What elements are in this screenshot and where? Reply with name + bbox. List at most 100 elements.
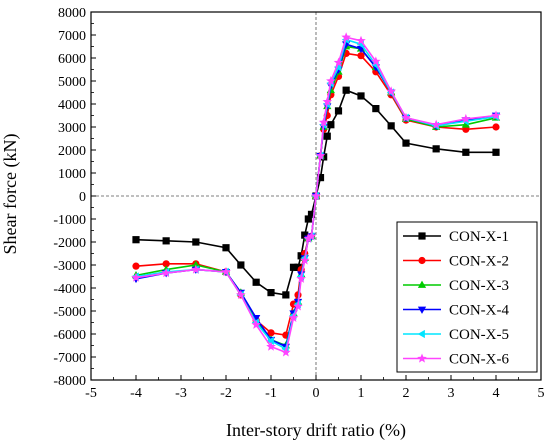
legend-swatch-marker (417, 329, 425, 339)
data-point (301, 231, 309, 239)
series-line-CON-X-1 (135, 89, 496, 296)
series-CON-X-6 (131, 32, 501, 357)
legend-item-CON-X-5: CON-X-5 (403, 327, 509, 343)
y-tick-label: 6000 (58, 52, 86, 67)
y-tick-label: 4000 (58, 98, 86, 113)
data-point (299, 255, 310, 265)
data-point (252, 315, 261, 323)
x-tick-label: 5 (538, 386, 545, 401)
y-tick-label: 7000 (58, 29, 86, 44)
x-tick-label: 4 (493, 386, 500, 401)
x-tick-label: 2 (403, 386, 410, 401)
y-tick-label: -2000 (53, 236, 86, 251)
data-point (491, 110, 501, 120)
legend-label: CON-X-4 (449, 303, 509, 319)
data-point (267, 289, 275, 297)
data-point (386, 86, 396, 96)
data-point (191, 264, 201, 274)
data-point (492, 123, 500, 131)
data-point (307, 210, 316, 218)
y-tick-label: -8000 (53, 374, 86, 389)
legend-label: CON-X-2 (449, 254, 509, 270)
y-tick-label: -4000 (53, 282, 86, 297)
series-line-CON-X-6 (135, 36, 497, 354)
data-point (462, 148, 470, 156)
x-tick-label: 3 (448, 386, 455, 401)
data-point (267, 329, 275, 337)
data-point (326, 75, 336, 86)
data-point (296, 273, 306, 283)
data-point (431, 119, 441, 129)
y-tick-label: -6000 (53, 328, 86, 343)
data-point (294, 263, 302, 271)
legend-label: CON-X-1 (449, 229, 509, 245)
y-tick-label: 5000 (58, 75, 86, 90)
legend: CON-X-1 CON-X-2 CON-X-3 CON-X-4 CON-X-5 CON-X… (396, 221, 538, 373)
legend-label: CON-X-5 (449, 327, 509, 343)
data-point (316, 174, 325, 182)
legend-swatch-marker (417, 306, 427, 314)
data-point (342, 86, 350, 94)
data-point (281, 347, 291, 357)
data-point (323, 132, 331, 140)
x-axis-title: Inter-story drift ratio (%) (226, 420, 406, 441)
data-point (161, 268, 171, 278)
y-tick-label: -3000 (53, 259, 86, 274)
data-point (162, 237, 170, 245)
data-point (132, 236, 140, 244)
y-tick-label: 0 (79, 190, 86, 205)
data-point (334, 107, 343, 115)
data-point (402, 139, 410, 147)
data-point (303, 233, 314, 243)
data-point (311, 190, 321, 201)
data-point (237, 261, 245, 269)
data-point (192, 238, 200, 246)
legend-label: CON-X-6 (449, 352, 509, 368)
data-point (222, 244, 230, 252)
data-point (293, 301, 303, 311)
data-point (162, 260, 170, 268)
y-tick-label: -7000 (53, 351, 86, 366)
legend-box (396, 221, 538, 373)
data-point (131, 272, 141, 282)
data-point (401, 112, 411, 122)
data-point (357, 92, 365, 100)
data-point (288, 312, 299, 322)
data-point (432, 145, 440, 153)
legend-item-CON-X-6: CON-X-6 (403, 352, 509, 368)
data-point (327, 121, 335, 129)
data-point (266, 341, 276, 351)
data-point (221, 266, 231, 276)
series-CON-X-1 (132, 86, 500, 299)
data-point (236, 289, 246, 299)
x-tick-label: 0 (313, 386, 320, 401)
y-tick-label: 2000 (58, 144, 86, 159)
data-point (252, 278, 260, 286)
y-axis-title: Shear force (kN) (0, 134, 21, 255)
y-tick-label: 1000 (58, 167, 86, 182)
x-tick-label: -4 (130, 386, 142, 401)
data-point (318, 117, 329, 127)
data-point (266, 336, 274, 346)
y-tick-label: 3000 (58, 121, 86, 136)
legend-swatch-marker (417, 353, 427, 363)
data-point (306, 231, 317, 241)
data-point (492, 148, 500, 156)
data-point (387, 122, 395, 130)
data-point (289, 263, 298, 271)
x-tick-label: -2 (220, 386, 232, 401)
legend-item-CON-X-4: CON-X-4 (403, 303, 509, 319)
data-point (357, 52, 365, 60)
data-point (372, 105, 380, 113)
data-point (333, 57, 344, 67)
legend-swatch-marker (418, 232, 426, 240)
data-point (461, 113, 471, 124)
legend-label: CON-X-3 (449, 278, 509, 294)
x-tick-label: -1 (265, 386, 277, 401)
axes: -5 -4 -3 -2 -1 0 1 2 3 4 5 -8000 -7000 -6000 -5000 -400… (53, 6, 544, 401)
data-point (282, 291, 290, 299)
legend-swatch-marker (417, 280, 427, 288)
plot-area (91, 12, 541, 380)
legend-item-CON-X-1: CON-X-1 (403, 229, 509, 245)
